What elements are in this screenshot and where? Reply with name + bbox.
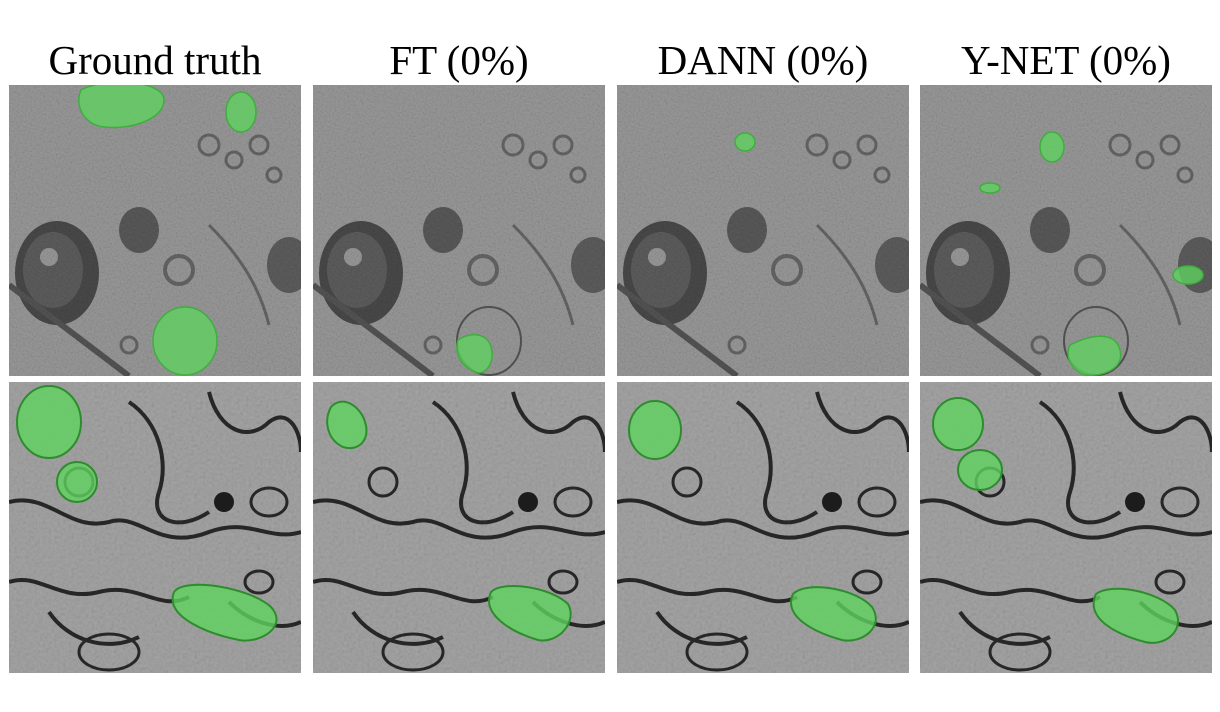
mitochondria-mask: [932, 397, 1179, 644]
mitochondria-mask: [16, 385, 278, 642]
mitochondria-mask: [456, 333, 493, 374]
mitochondria-mask: [78, 85, 257, 376]
column-title-ft: FT (0%): [389, 37, 529, 83]
panel-top-ground-truth: [9, 85, 301, 376]
panel-bottom-dann: [617, 382, 909, 673]
panel-top-ft: [313, 85, 605, 376]
panel-bottom-ft: [313, 382, 605, 673]
panel-top-ynet: [920, 85, 1212, 376]
mitochondria-mask: [979, 131, 1204, 376]
column-title-ynet: Y-NET (0%): [961, 37, 1171, 83]
panel-bottom-ynet: [920, 382, 1212, 673]
column-title-dann: DANN (0%): [657, 37, 869, 83]
panel-bottom-ground-truth: [9, 382, 301, 673]
mitochondria-mask: [326, 400, 572, 642]
panel-top-dann: [617, 85, 909, 376]
mitochondria-mask: [734, 132, 756, 152]
mitochondria-mask: [628, 400, 877, 642]
column-title-ground-truth: Ground truth: [48, 37, 262, 83]
